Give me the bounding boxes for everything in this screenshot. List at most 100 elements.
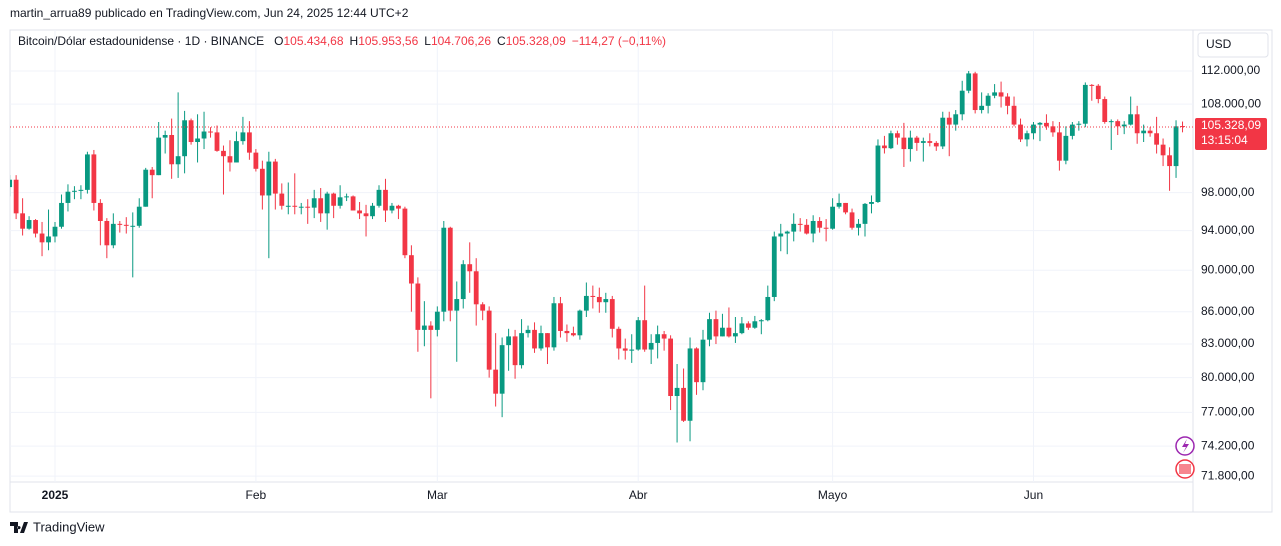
candle-body — [668, 338, 673, 397]
legend-value: 105.328,09 — [506, 34, 566, 48]
candle-body — [875, 145, 881, 203]
candle-body — [856, 223, 861, 228]
candle-body — [726, 327, 732, 337]
candle-body — [577, 310, 583, 336]
x-tick-label: Mar — [427, 488, 448, 502]
candle-body — [888, 133, 894, 149]
candle-body — [609, 299, 615, 329]
candle-body — [383, 189, 388, 211]
candle-body — [998, 92, 1004, 97]
candle-body — [33, 220, 38, 234]
candle-body — [519, 333, 524, 366]
candle-body — [583, 295, 589, 311]
candle-body — [1167, 155, 1172, 167]
candle-body — [797, 223, 803, 225]
candle-body — [661, 334, 667, 339]
candle-body — [331, 193, 337, 206]
candle-body — [266, 161, 272, 196]
y-tick-label: 98.000,00 — [1201, 185, 1255, 199]
chart-frame — [9, 29, 1273, 513]
candle-body — [104, 220, 110, 246]
byline: martin_arrua89 publicado en TradingView.… — [10, 6, 409, 20]
candle-body — [499, 345, 505, 394]
legend-key: O — [274, 34, 283, 48]
candle-body — [564, 330, 570, 334]
candle-body — [363, 213, 369, 217]
candle-body — [966, 73, 972, 91]
candle-body — [402, 208, 408, 256]
candle-body — [311, 198, 317, 208]
candle-body — [1115, 121, 1121, 127]
candle-body — [1147, 130, 1153, 134]
candle-body — [1141, 130, 1147, 134]
candle-body — [862, 203, 868, 224]
candle-body — [39, 233, 45, 243]
candle-body — [234, 141, 239, 163]
candle-body — [428, 325, 434, 330]
candle-body — [1018, 124, 1023, 140]
candle-body — [1160, 144, 1166, 156]
candle-body — [26, 220, 32, 229]
candle-body — [72, 190, 77, 192]
x-tick-label: 2025 — [42, 488, 69, 502]
candle-body — [817, 220, 823, 228]
candle-body — [972, 73, 978, 111]
candle-body — [447, 227, 453, 311]
legend-change: −114,27 (−0,11%) — [572, 34, 666, 48]
candle-body — [357, 210, 362, 214]
candle-body — [473, 271, 479, 305]
candle-body — [149, 169, 155, 176]
candle-body — [687, 348, 693, 421]
candle-body — [1102, 99, 1108, 123]
event-icons — [1175, 436, 1195, 479]
candle-body — [720, 327, 725, 337]
candle-body — [441, 227, 447, 312]
y-tick-label: 74.200,00 — [1201, 438, 1255, 452]
candle-body — [778, 233, 784, 237]
candle-body — [1005, 96, 1010, 106]
legend-value: 104.706,26 — [431, 34, 491, 48]
candle-body — [985, 95, 991, 106]
candle-body — [745, 323, 751, 328]
candle-body — [1121, 124, 1127, 127]
candle-body — [603, 299, 609, 303]
y-tick-label: 90.000,00 — [1201, 262, 1255, 276]
currency-button[interactable] — [1197, 32, 1269, 58]
candle-body — [337, 197, 343, 206]
candle-body — [130, 225, 136, 227]
candle-body — [421, 325, 427, 330]
x-tick-label: Abr — [629, 488, 648, 502]
candle-body — [545, 333, 550, 348]
candle-body — [784, 231, 790, 234]
candle-body — [849, 212, 855, 228]
candle-body — [1024, 133, 1030, 140]
candle-body — [13, 179, 19, 214]
candle-body — [227, 156, 233, 163]
candle-body — [830, 206, 835, 229]
candle-body — [298, 206, 304, 208]
candle-body — [804, 224, 810, 234]
countdown: 13:15:04 — [1201, 133, 1248, 147]
candle-body — [52, 226, 58, 237]
candle-body — [493, 369, 499, 394]
candle-body — [188, 120, 194, 143]
candle-body — [389, 205, 395, 211]
candle-body — [434, 311, 440, 330]
candle-body — [221, 150, 226, 157]
candle-body — [933, 142, 939, 147]
candle-body — [946, 117, 952, 125]
currency[interactable]: USD — [1206, 37, 1232, 51]
candle-body — [752, 321, 758, 328]
candle-body — [182, 120, 187, 157]
candle-body — [642, 320, 648, 350]
candle-body — [1063, 135, 1069, 161]
candle-body — [247, 132, 252, 153]
candle-body — [992, 92, 997, 96]
candle-body — [1154, 133, 1159, 145]
candle-body — [1180, 126, 1185, 128]
candle-body — [901, 137, 907, 150]
logo-mark — [10, 522, 28, 533]
y-tick-label: 77.000,00 — [1201, 405, 1255, 419]
